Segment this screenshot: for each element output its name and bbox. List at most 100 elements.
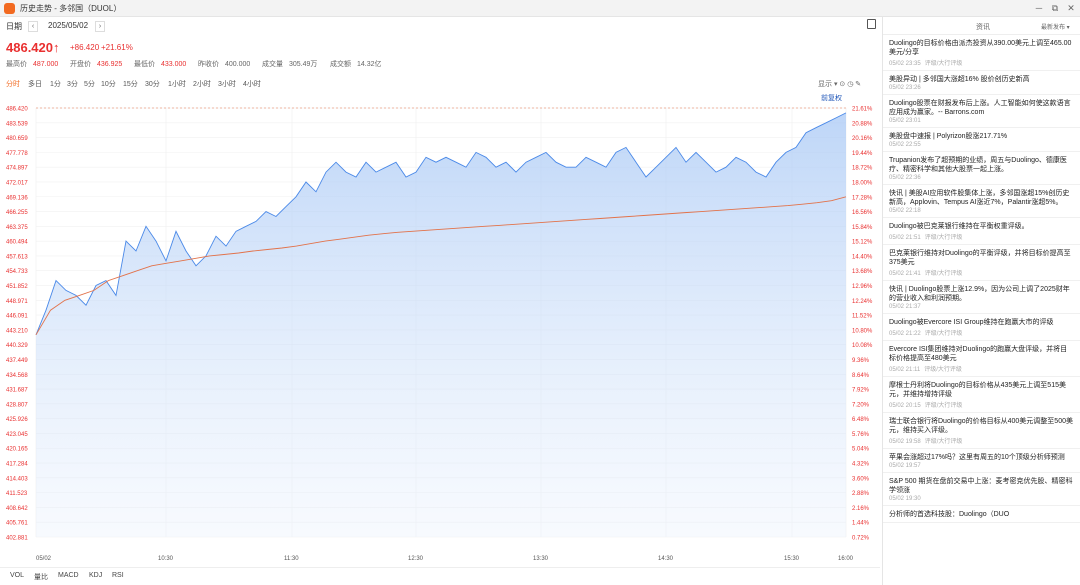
- panel-toggle-icon[interactable]: [867, 19, 876, 29]
- tab-kdj[interactable]: KDJ: [89, 572, 103, 579]
- tab-news[interactable]: 资讯: [976, 24, 990, 31]
- tab-volume-ratio[interactable]: 量比: [34, 574, 48, 581]
- price-line: [35, 112, 847, 335]
- time-tick: 11:30: [284, 556, 299, 562]
- news-title[interactable]: Duolingo被Evercore ISI Group维持在跑赢大市的评级: [889, 319, 1054, 326]
- news-item[interactable]: 快讯 | 美股AI应用软件股集体上涨，多邻国涨超15%创历史新高，Applovi…: [883, 185, 1080, 218]
- news-meta: 05/02 21:41 评级/大行评级: [889, 268, 1074, 277]
- news-sort-dropdown[interactable]: 最新发布 ▾: [1041, 25, 1070, 31]
- news-item[interactable]: Duolingo股票在财报发布后上涨。人工智能如何使这款语言应用成为赢家。-- …: [883, 95, 1080, 128]
- news-item[interactable]: 巴克莱银行维持对Duolingo的平衡评级，并将目标价提高至375美元 05/02…: [883, 245, 1080, 281]
- news-meta: 05/02 23:01: [889, 118, 1074, 124]
- news-title[interactable]: S&P 500 期货在盘前交易中上涨：麦考密克优先股、精密科学领涨: [889, 478, 1073, 494]
- news-item[interactable]: Duolingo的目标价格由派杰投资从390.00美元上调至465.00美元/分…: [883, 35, 1080, 71]
- percent-tick: 12.24%: [852, 299, 873, 305]
- title-bar: 历史走势 - 多邻国（DUOL） ─ ⧉ ✕: [0, 0, 1080, 17]
- percent-tick: 18.72%: [852, 166, 873, 172]
- tab-vol[interactable]: VOL: [10, 572, 25, 579]
- news-item[interactable]: 摩根士丹利将Duolingo的目标价格从435美元上调至515美元，并维持增持评…: [883, 377, 1080, 413]
- tab-timeshare[interactable]: 分时: [6, 81, 20, 88]
- tab-macd[interactable]: MACD: [58, 572, 79, 579]
- tab-2hour[interactable]: 2小时: [193, 81, 211, 88]
- news-item[interactable]: S&P 500 期货在盘前交易中上涨：麦考密克优先股、精密科学领涨 05/02 1…: [883, 473, 1080, 506]
- news-title[interactable]: 快讯 | 美股AI应用软件股集体上涨，多邻国涨超15%创历史新高，Applovi…: [889, 190, 1070, 206]
- news-title[interactable]: 摩根士丹利将Duolingo的目标价格从435美元上调至515美元，并维持增持评…: [889, 382, 1066, 398]
- news-meta: 05/02 19:30: [889, 496, 1074, 502]
- tab-4hour[interactable]: 4小时: [243, 81, 261, 88]
- news-time: 05/02 23:01: [889, 118, 921, 124]
- window-title: 历史走势 - 多邻国（DUOL）: [20, 4, 122, 13]
- news-tag: 评级/大行评级: [924, 331, 963, 337]
- news-item[interactable]: Duolingo被Evercore ISI Group维持在跑赢大市的评级 05/…: [883, 314, 1080, 341]
- price-tick: 425.926: [6, 417, 28, 423]
- news-title[interactable]: 美股盘中速报 | Polyrizon股涨217.71%: [889, 133, 1008, 140]
- next-date-button[interactable]: ›: [95, 21, 105, 32]
- tab-3min[interactable]: 3分: [67, 81, 78, 88]
- price-chart[interactable]: 486.420 483.539 480.659 477.778 474.897 472.0…: [0, 100, 880, 565]
- chart-display-tools[interactable]: 显示 ▾ ⊙ ◷ ✎: [818, 81, 862, 88]
- news-title[interactable]: Duolingo股票在财报发布后上涨。人工智能如何使这款语言应用成为赢家。-- …: [889, 100, 1071, 116]
- minimize-button[interactable]: ─: [1035, 3, 1043, 13]
- news-title[interactable]: 分析师的首选科技股：Duolingo（DUO: [889, 511, 1010, 518]
- percent-tick: 12.96%: [852, 284, 873, 290]
- stat-low: 最低价 433.000: [134, 61, 187, 68]
- news-time: 05/02 21:11: [889, 367, 921, 373]
- news-title[interactable]: Duolingo被巴克莱银行维持在平衡权重评级。: [889, 223, 1029, 230]
- tab-1hour[interactable]: 1小时: [168, 81, 186, 88]
- news-meta: 05/02 19:57: [889, 463, 1074, 469]
- news-item[interactable]: 快讯 | Duolingo股票上涨12.9%，因为公司上调了2025财年的营业收…: [883, 281, 1080, 314]
- maximize-button[interactable]: ⧉: [1051, 3, 1059, 13]
- news-item[interactable]: 瑞士联合银行将Duolingo的价格目标从400美元调整至500美元，维持买入评…: [883, 413, 1080, 449]
- price-change-pct: +21.61%: [101, 43, 133, 52]
- percent-tick: 19.44%: [852, 151, 873, 157]
- news-title[interactable]: 美股异动 | 多邻国大涨超16% 股价创历史新高: [889, 76, 1030, 83]
- news-title[interactable]: Duolingo的目标价格由派杰投资从390.00美元上调至465.00美元/分…: [889, 40, 1072, 56]
- price-tick: 486.420: [6, 107, 28, 113]
- price-tick: 417.284: [6, 462, 28, 468]
- percent-tick: 11.52%: [852, 314, 873, 320]
- tab-15min[interactable]: 15分: [123, 81, 138, 88]
- tab-10min[interactable]: 10分: [101, 81, 116, 88]
- news-item[interactable]: 分析师的首选科技股：Duolingo（DUO: [883, 506, 1080, 523]
- news-item[interactable]: 苹果会涨超过17%吗？这里有周五的10个顶级分析师预测 05/02 19:57: [883, 449, 1080, 473]
- price-tick: 443.210: [6, 328, 28, 334]
- tab-3hour[interactable]: 3小时: [218, 81, 236, 88]
- date-field[interactable]: 2025/05/02: [48, 21, 89, 30]
- news-time: 05/02 21:51: [889, 235, 921, 241]
- tab-30min[interactable]: 30分: [145, 81, 160, 88]
- percent-tick: 7.20%: [852, 402, 870, 408]
- date-label: 日期: [6, 22, 22, 31]
- quote-summary: 486.420↑ +86.420 +21.61% 最高价 487.000 开盘价 4…: [0, 36, 880, 72]
- news-tag: 评级/大行评级: [924, 439, 963, 445]
- news-meta: 05/02 23:26: [889, 85, 1074, 91]
- news-item[interactable]: Trupanion发布了超预期的业绩，周五与Duolingo、德康医疗、精密科学…: [883, 152, 1080, 185]
- adjust-mode-button[interactable]: 前复权: [821, 95, 842, 102]
- news-meta: 05/02 21:37: [889, 304, 1074, 310]
- stat-high: 最高价 487.000: [6, 61, 59, 68]
- price-tick: 434.568: [6, 373, 28, 379]
- news-meta: 05/02 22:55: [889, 142, 1074, 148]
- tab-1min[interactable]: 1分: [50, 81, 61, 88]
- tab-multiday[interactable]: 多日: [28, 81, 42, 88]
- tab-rsi[interactable]: RSI: [112, 572, 124, 579]
- news-title[interactable]: 苹果会涨超过17%吗？这里有周五的10个顶级分析师预测: [889, 454, 1065, 461]
- news-item[interactable]: 美股异动 | 多邻国大涨超16% 股价创历史新高 05/02 23:26: [883, 71, 1080, 95]
- news-title[interactable]: Trupanion发布了超预期的业绩，周五与Duolingo、德康医疗、精密科学…: [889, 157, 1067, 173]
- indicator-tabs: VOL 量比 MACD KDJ RSI: [0, 567, 880, 584]
- news-list[interactable]: Duolingo的目标价格由派杰投资从390.00美元上调至465.00美元/分…: [883, 35, 1080, 523]
- news-tag: 评级/大行评级: [924, 367, 962, 373]
- news-item[interactable]: Duolingo被巴克莱银行维持在平衡权重评级。 05/02 21:51 评级/大行…: [883, 218, 1080, 245]
- tab-5min[interactable]: 5分: [84, 81, 95, 88]
- price-tick: 414.403: [6, 476, 28, 482]
- news-item[interactable]: Evercore ISI集团维持对Duolingo的跑赢大盘评级，并将目标价格提…: [883, 341, 1080, 377]
- news-title[interactable]: 快讯 | Duolingo股票上涨12.9%，因为公司上调了2025财年的营业收…: [889, 286, 1070, 302]
- news-title[interactable]: Evercore ISI集团维持对Duolingo的跑赢大盘评级，并将目标价格提…: [889, 346, 1068, 362]
- news-title[interactable]: 瑞士联合银行将Duolingo的价格目标从400美元调整至500美元，维持买入评…: [889, 418, 1073, 434]
- close-button[interactable]: ✕: [1067, 3, 1075, 13]
- prev-date-button[interactable]: ‹: [28, 21, 38, 32]
- news-title[interactable]: 巴克莱银行维持对Duolingo的平衡评级，并将目标价提高至375美元: [889, 250, 1071, 266]
- news-time: 05/02 23:35: [889, 61, 921, 67]
- percent-tick: 1.44%: [852, 521, 870, 527]
- news-item[interactable]: 美股盘中速报 | Polyrizon股涨217.71% 05/02 22:55: [883, 128, 1080, 152]
- price-tick: 469.136: [6, 195, 28, 201]
